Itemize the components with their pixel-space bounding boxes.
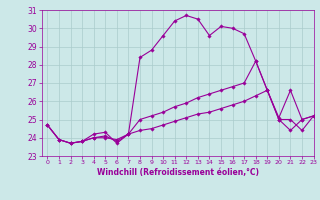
X-axis label: Windchill (Refroidissement éolien,°C): Windchill (Refroidissement éolien,°C) bbox=[97, 168, 259, 177]
